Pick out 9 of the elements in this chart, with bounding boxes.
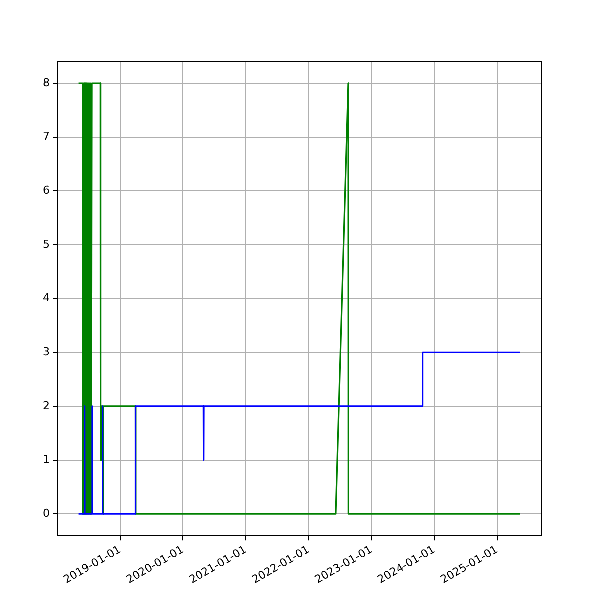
y-tick-label: 1 xyxy=(43,453,50,466)
y-tick-label: 4 xyxy=(43,292,50,305)
y-tick-label: 6 xyxy=(43,184,50,198)
y-tick-label: 7 xyxy=(43,130,50,144)
y-tick-label: 3 xyxy=(43,345,50,358)
y-tick-label: 8 xyxy=(43,76,50,90)
y-tick-label: 2 xyxy=(43,399,50,412)
y-tick-label: 5 xyxy=(43,238,50,251)
y-tick-label: 0 xyxy=(43,506,50,520)
